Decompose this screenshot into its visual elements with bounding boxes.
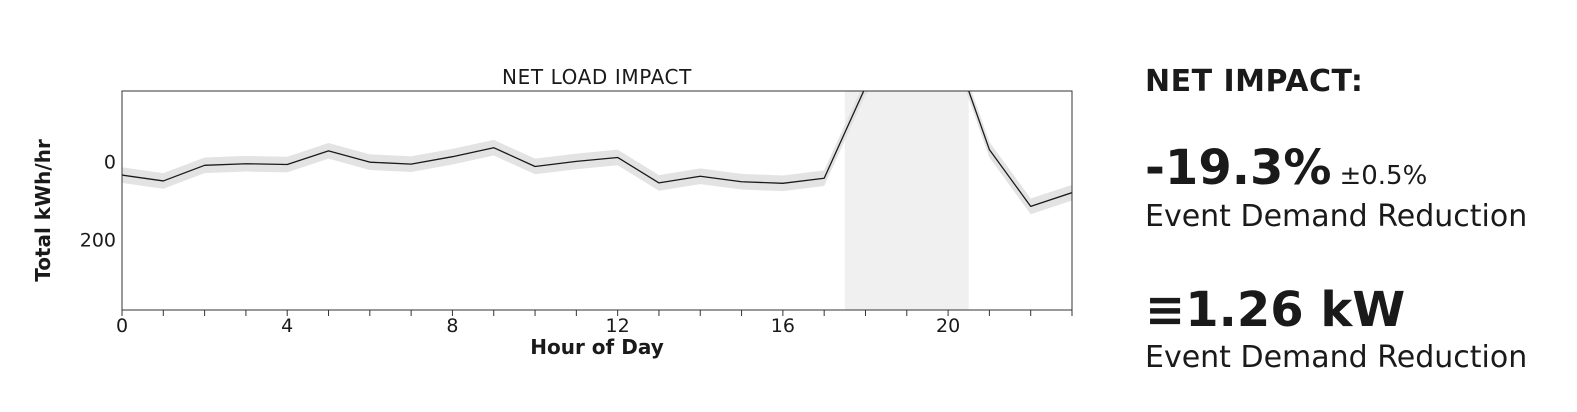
net-load-impact-chart: 0 4 8 12 16 20 0 200 NET LOAD IMPACT Hour of D… (31, 65, 1073, 359)
y-tick-label: 200 (80, 230, 116, 252)
kw-reduction-label: Event Demand Reduction (1145, 340, 1528, 375)
kw-reduction-value: ≡1.26 kW (1145, 282, 1406, 338)
plot-frame (121, 90, 1073, 311)
net-load-line (122, 91, 1072, 208)
confidence-band (122, 91, 1072, 215)
x-tick-label: 16 (771, 315, 795, 337)
y-axis-ticks: 0 200 (80, 151, 116, 251)
series-0-line (122, 91, 1072, 208)
x-tick-label: 12 (606, 315, 630, 337)
percent-reduction-value: -19.3% (1145, 140, 1332, 196)
x-tick-label: 4 (281, 315, 293, 337)
x-axis-ticks: 0 4 8 12 16 20 (116, 310, 1073, 337)
x-tick-label: 8 (446, 315, 458, 337)
y-tick-label: 0 (104, 151, 116, 173)
event-shaded-region (844, 91, 969, 310)
event-region-0 (844, 91, 969, 310)
percent-impact-row: -19.3% ±0.5% (1145, 140, 1427, 196)
x-tick-label: 0 (116, 315, 128, 337)
percent-error-margin: ±0.5% (1339, 161, 1428, 191)
net-impact-title: NET IMPACT: (1145, 64, 1364, 99)
percent-reduction-label: Event Demand Reduction (1145, 199, 1528, 234)
kw-impact-row: ≡1.26 kW (1145, 282, 1405, 338)
series-0-band (122, 91, 1072, 215)
x-axis-label: Hour of Day (530, 335, 663, 359)
x-tick-label: 20 (936, 315, 960, 337)
chart-title: NET LOAD IMPACT (502, 65, 692, 89)
y-axis-label: Total kWh/hr (31, 139, 55, 282)
